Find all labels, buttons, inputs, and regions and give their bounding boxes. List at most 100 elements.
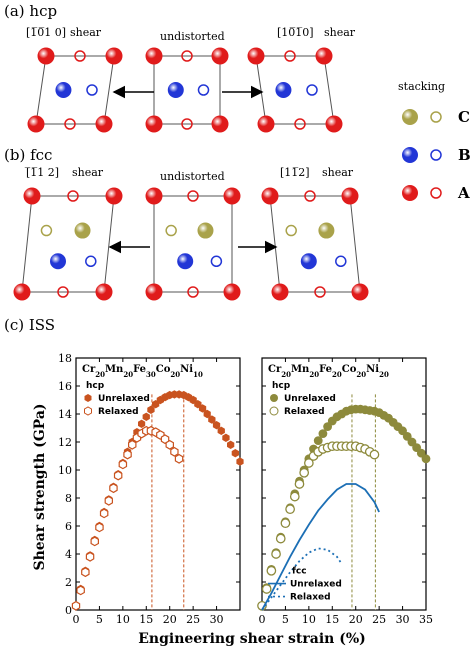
legend-marker	[269, 406, 279, 416]
plot-frame	[261, 357, 427, 611]
data-point-relaxed	[109, 483, 118, 494]
panel-b-lattice	[13, 187, 369, 301]
atom-a	[211, 115, 229, 133]
x-tick-label: 30	[210, 613, 224, 626]
site-a-open	[74, 50, 86, 62]
panel-a-left-shear: shear	[70, 26, 102, 39]
panel-a-right-shear: shear	[324, 26, 356, 39]
panel-b-left-shear: shear	[72, 166, 104, 179]
data-point-relaxed	[76, 585, 85, 596]
legend-marker	[270, 394, 278, 402]
atom-b	[300, 253, 317, 270]
atom-b	[55, 82, 72, 98]
stacking-site	[430, 149, 442, 161]
cell-outline	[269, 195, 361, 293]
atom-a	[27, 115, 45, 133]
data-point-unrelaxed	[208, 415, 216, 424]
legend-entry: Unrelaxed	[98, 394, 150, 404]
data-point-unrelaxed	[212, 421, 221, 430]
panel-b-left-direction: [̅1̅1 2]	[24, 166, 59, 179]
data-point-unrelaxed	[313, 436, 323, 445]
site-a-open	[181, 50, 193, 62]
legend2-entry: Unrelaxed	[290, 580, 342, 590]
atom-a	[145, 283, 163, 301]
atom-a	[13, 283, 31, 301]
stacking-legend: stacking C B A	[398, 80, 471, 202]
data-point-relaxed	[170, 446, 179, 457]
site-a-open	[187, 286, 199, 298]
atom-a	[315, 47, 333, 65]
stacking-atom	[402, 109, 418, 125]
site-a-open	[304, 190, 316, 202]
atom-a	[95, 115, 113, 133]
x-tick-label: 15	[139, 613, 153, 626]
data-point-relaxed	[81, 567, 90, 578]
legend-entry: Relaxed	[98, 407, 139, 417]
data-point-unrelaxed	[198, 404, 207, 413]
atom-a	[261, 187, 279, 205]
site-a-open	[57, 286, 69, 298]
data-point-unrelaxed	[222, 433, 230, 442]
series-line-fcc-unrelaxed	[261, 483, 380, 611]
data-point-unrelaxed	[142, 412, 150, 421]
atom-a	[145, 115, 163, 133]
legend-marker	[84, 394, 92, 402]
stacking-atom	[402, 147, 418, 163]
data-point-relaxed	[90, 536, 100, 547]
y-tick-label: 16	[58, 380, 72, 393]
atom-c	[318, 222, 335, 239]
x-tick-label: 10	[116, 613, 130, 626]
stacking-site	[430, 187, 442, 199]
data-point-unrelaxed	[147, 405, 155, 414]
panel-a-right-direction: [10̅1̅0]	[277, 26, 314, 39]
data-point-relaxed	[275, 533, 286, 544]
legend-title: hcp	[86, 381, 105, 391]
chart-title: Cr20Mn20Fe30Co20Ni10	[82, 364, 203, 379]
site-b-open	[335, 255, 347, 268]
legend-marker	[84, 406, 92, 416]
chart-right: 0 5 10 15 20 25 30 35 hcp Unrelaxed Relaxed fcc Unre…	[257, 357, 433, 626]
site-a-open	[181, 118, 193, 130]
data-point-unrelaxed	[217, 426, 225, 435]
stacking-label-c: C	[458, 108, 470, 126]
panel-c-label: (c) ISS	[4, 316, 55, 334]
legend-title: hcp	[272, 381, 291, 391]
data-point-relaxed	[160, 434, 170, 445]
chart-title: Cr20Mn20Fe20Co20Ni20	[268, 364, 389, 379]
atom-a	[271, 283, 289, 301]
legend2-title: fcc	[292, 567, 307, 577]
y-tick-label: 8	[65, 492, 72, 505]
site-a-open	[294, 118, 306, 130]
data-point-relaxed	[304, 458, 314, 468]
site-c-open	[165, 224, 177, 237]
x-tick-label: 35	[419, 613, 433, 626]
plot-frame	[75, 357, 241, 611]
site-a-open	[314, 286, 326, 298]
atom-a	[105, 47, 123, 65]
atom-a	[145, 47, 163, 65]
site-b-open	[210, 255, 223, 268]
site-b-open	[306, 84, 318, 96]
site-a-open	[187, 190, 199, 202]
data-point-relaxed	[261, 584, 272, 594]
data-point-relaxed	[285, 504, 295, 515]
x-tick-label: 5	[96, 613, 103, 626]
atom-b	[275, 82, 292, 98]
atom-b	[167, 82, 184, 98]
data-point-relaxed	[128, 439, 137, 450]
y-tick-label: 2	[65, 576, 72, 589]
site-a-open	[67, 190, 79, 202]
atom-a	[223, 283, 241, 301]
cell-outline	[153, 55, 221, 125]
cell-outline	[35, 55, 115, 125]
data-point-unrelaxed	[203, 409, 211, 419]
data-point-relaxed	[113, 470, 123, 481]
x-tick-label: 20	[349, 613, 363, 626]
y-axis-label: Shear strength (GPa)	[32, 403, 48, 570]
cell-outline	[153, 195, 233, 293]
data-point-unrelaxed	[236, 457, 244, 466]
data-point-relaxed	[165, 439, 174, 450]
chart-left: 0 5 10 15 20 25 30 0 2 4 6 8 10 12 14 16 18 hcp Unrelaxed R…	[58, 352, 244, 626]
y-tick-label: 18	[58, 352, 72, 365]
